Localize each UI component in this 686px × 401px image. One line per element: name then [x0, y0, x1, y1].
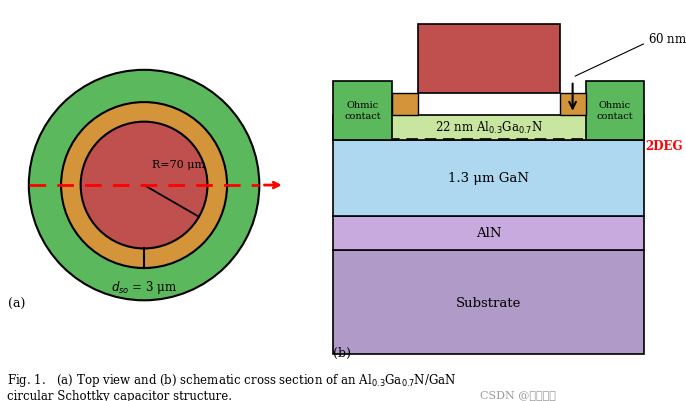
Bar [560, 93, 586, 116]
Bar [333, 140, 644, 216]
Text: circular Schottky capacitor structure.: circular Schottky capacitor structure. [7, 389, 232, 401]
Bar [392, 93, 418, 116]
Circle shape [29, 71, 259, 301]
Text: Substrate: Substrate [456, 296, 521, 309]
Text: CSDN @荷塘阙色: CSDN @荷塘阙色 [480, 389, 556, 399]
Text: (a): (a) [8, 297, 25, 310]
Text: 2DEG: 2DEG [645, 139, 683, 152]
Text: Schottky
contact: Schottky contact [459, 45, 519, 73]
Bar [333, 116, 644, 140]
Text: R=70 μm: R=70 μm [152, 160, 205, 170]
Text: 1.3 μm GaN: 1.3 μm GaN [448, 172, 530, 184]
Bar [586, 81, 644, 140]
Bar [333, 216, 644, 251]
Bar [333, 81, 392, 140]
Text: Fig. 1.   (a) Top view and (b) schematic cross section of an Al$_{0.3}$Ga$_{0.7}: Fig. 1. (a) Top view and (b) schematic c… [7, 371, 456, 388]
Text: Ohmic
contact: Ohmic contact [344, 101, 381, 121]
Bar [333, 251, 644, 354]
Text: Ohmic
contact: Ohmic contact [597, 101, 633, 121]
Bar [418, 24, 560, 93]
Text: (b): (b) [333, 346, 351, 359]
Text: AlN: AlN [476, 227, 501, 240]
Circle shape [81, 122, 207, 249]
Text: 60 nm Si$_3$N$_4$: 60 nm Si$_3$N$_4$ [648, 32, 686, 48]
Text: 22 nm Al$_{0.3}$Ga$_{0.7}$N: 22 nm Al$_{0.3}$Ga$_{0.7}$N [435, 120, 543, 136]
Text: $d_{so}$ = 3 μm: $d_{so}$ = 3 μm [111, 278, 177, 295]
Circle shape [61, 103, 227, 268]
